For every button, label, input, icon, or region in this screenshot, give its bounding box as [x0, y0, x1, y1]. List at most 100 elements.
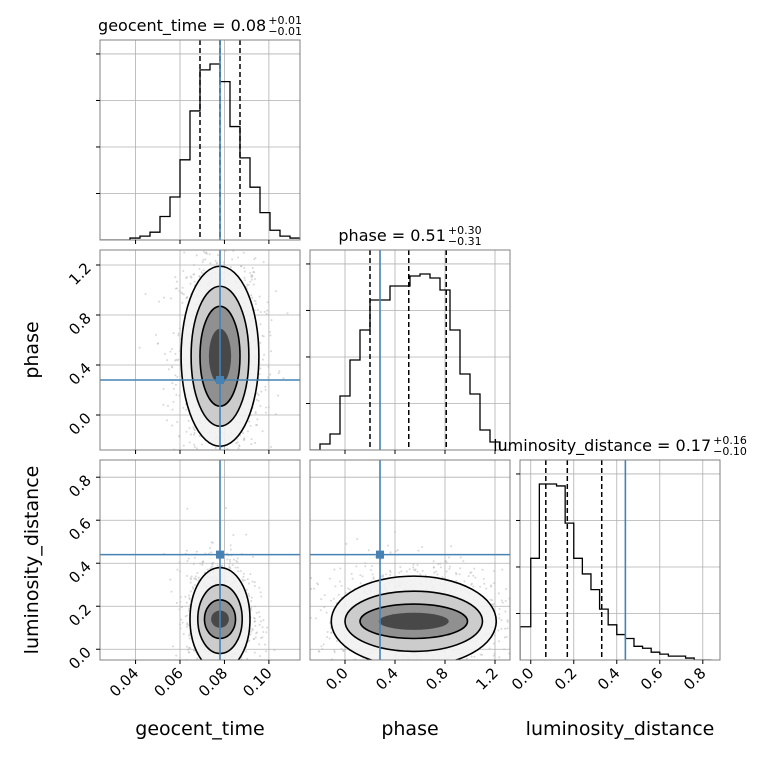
sample-point	[316, 582, 319, 585]
sample-point	[264, 385, 267, 388]
sample-point	[211, 563, 214, 566]
sample-point	[302, 601, 304, 603]
sample-point	[212, 662, 214, 664]
sample-point	[195, 254, 198, 257]
sample-point	[458, 573, 461, 576]
sample-point	[448, 565, 451, 568]
sample-point	[187, 607, 190, 610]
sample-point	[264, 411, 267, 414]
sample-point	[394, 550, 397, 553]
sample-point	[345, 542, 348, 545]
sample-point	[232, 534, 235, 537]
sample-point	[181, 292, 184, 295]
sample-point	[436, 573, 439, 576]
sample-point	[505, 587, 508, 590]
sample-point	[174, 359, 177, 362]
sample-point	[444, 560, 447, 563]
sample-point	[516, 633, 518, 635]
sample-point	[198, 469, 200, 471]
sample-point	[226, 558, 229, 561]
sample-point	[209, 669, 211, 671]
sample-point	[193, 445, 196, 448]
sample-point	[314, 617, 317, 620]
sample-point	[189, 590, 192, 593]
sample-point	[222, 696, 224, 698]
sample-point	[249, 573, 252, 576]
sample-point	[425, 668, 427, 670]
sample-point	[481, 568, 484, 571]
sample-point	[206, 662, 208, 664]
sample-point	[211, 565, 214, 568]
sample-point	[248, 595, 251, 598]
sample-point	[366, 669, 368, 671]
sample-point	[187, 646, 190, 649]
sample-point	[439, 566, 442, 569]
sample-point	[333, 649, 336, 652]
sample-point	[192, 587, 195, 590]
sample-point	[472, 585, 475, 588]
panel-frame	[309, 249, 511, 451]
sample-point	[269, 373, 272, 376]
sample-point	[369, 673, 371, 675]
sample-point	[166, 359, 169, 362]
sample-point	[277, 394, 280, 397]
sample-point	[411, 683, 413, 685]
sample-point	[548, 604, 550, 606]
sample-point	[185, 645, 188, 648]
sample-point	[372, 576, 375, 579]
sample-point	[239, 570, 242, 573]
sample-point	[171, 408, 174, 411]
sample-point	[253, 278, 256, 281]
sample-point	[234, 452, 236, 454]
sample-point	[263, 310, 266, 313]
sample-point	[176, 376, 179, 379]
sample-point	[228, 562, 231, 565]
sample-point	[342, 650, 345, 653]
sample-point	[389, 569, 392, 572]
sample-point	[208, 497, 210, 499]
sample-point	[211, 246, 213, 248]
sample-point	[250, 443, 253, 446]
sample-point	[339, 567, 342, 570]
sample-point	[420, 671, 422, 673]
sample-point	[171, 493, 173, 495]
sample-point	[170, 590, 173, 593]
sample-point	[266, 626, 269, 629]
sample-point	[433, 571, 436, 574]
contour-line	[359, 603, 469, 640]
sample-point	[182, 406, 185, 409]
sample-point	[256, 418, 259, 421]
title-minus-error: −0.31	[448, 235, 482, 248]
sample-point	[317, 667, 319, 669]
sample-point	[340, 647, 343, 650]
sample-point	[185, 625, 188, 628]
sample-point	[449, 670, 451, 672]
sample-point	[192, 683, 194, 685]
sample-point	[517, 652, 519, 654]
sample-point	[253, 581, 256, 584]
sample-point	[512, 588, 514, 590]
x-tick-label: 0.4	[594, 664, 624, 694]
sample-point	[607, 645, 609, 647]
sample-point	[400, 570, 403, 573]
sample-point	[270, 350, 273, 353]
sample-point	[405, 570, 408, 573]
sample-point	[450, 683, 452, 685]
sample-point	[450, 545, 453, 548]
sample-point	[251, 278, 254, 281]
sample-point	[263, 353, 266, 356]
sample-point	[214, 661, 216, 663]
sample-point	[256, 697, 258, 699]
sample-point	[188, 597, 191, 600]
sample-point	[258, 643, 261, 646]
sample-point	[297, 638, 299, 640]
sample-point	[185, 276, 188, 279]
sample-point	[307, 643, 309, 645]
sample-point	[506, 620, 509, 623]
sample-point	[318, 650, 321, 653]
sample-point	[389, 573, 392, 576]
sample-point	[256, 309, 259, 312]
sample-point	[182, 633, 185, 636]
sample-point	[191, 586, 194, 589]
sample-point	[231, 665, 233, 667]
